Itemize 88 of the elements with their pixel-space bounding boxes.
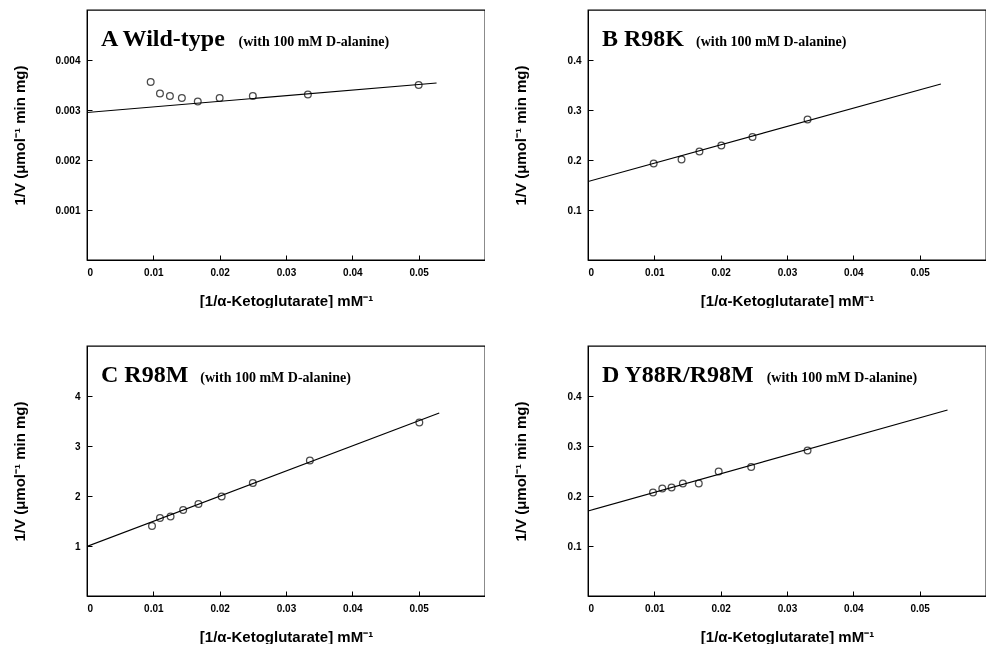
point bbox=[748, 133, 757, 141]
y-tick-label: 0.2 bbox=[567, 490, 582, 502]
point bbox=[677, 155, 686, 164]
y-tick-label: 2 bbox=[74, 490, 81, 502]
y-tick-label: 1 bbox=[74, 540, 81, 552]
text: (with 100 mM D-alanine) bbox=[696, 34, 847, 50]
point bbox=[678, 479, 687, 488]
x-tick-label: 0 bbox=[87, 266, 94, 278]
x-tick-label: 0.01 bbox=[144, 602, 164, 614]
text: (with 100 mM D-alanine) bbox=[200, 370, 352, 386]
y-tick-label: 0.4 bbox=[567, 54, 582, 66]
x-tick-label: 0 bbox=[588, 602, 595, 614]
point bbox=[717, 141, 726, 150]
x-tick-label: 0.05 bbox=[409, 602, 430, 614]
y-tick-label: 0.002 bbox=[55, 154, 81, 166]
text: (with 100 mM D-alanine) bbox=[238, 34, 390, 50]
point bbox=[166, 512, 175, 521]
point bbox=[649, 488, 658, 497]
point bbox=[303, 90, 312, 99]
point bbox=[177, 94, 186, 102]
point bbox=[155, 514, 164, 522]
text: D Y88R/R98M bbox=[602, 361, 754, 387]
y-axis-title: 1/V (μmol⁻¹ min mg) bbox=[511, 401, 529, 542]
point bbox=[146, 78, 155, 86]
y-tick-label: 0.1 bbox=[567, 540, 582, 552]
y-tick-label: 3 bbox=[74, 440, 81, 452]
x-tick-label: 0.01 bbox=[645, 266, 665, 278]
x-axis-title: [1/α-Ketoglutarate] mM⁻¹ bbox=[199, 627, 374, 645]
x-tick-label: 0.01 bbox=[144, 266, 164, 278]
x-axis-title: [1/α-Ketoglutarate] mM⁻¹ bbox=[700, 627, 875, 645]
y-tick-label: 4 bbox=[74, 390, 81, 402]
x-tick-label: 0.01 bbox=[645, 602, 665, 614]
x-tick-label: 0.02 bbox=[711, 266, 732, 278]
x-axis-title: [1/α-Ketoglutarate] mM⁻¹ bbox=[700, 291, 875, 309]
x-tick-label: 0.02 bbox=[210, 266, 231, 278]
point bbox=[667, 483, 676, 492]
x-tick-label: 0.03 bbox=[777, 602, 798, 614]
x-tick-label: 0.02 bbox=[711, 602, 732, 614]
x-tick-label: 0.03 bbox=[276, 266, 297, 278]
point bbox=[414, 81, 423, 89]
point bbox=[217, 492, 226, 501]
x-tick-label: 0.03 bbox=[777, 266, 798, 278]
point bbox=[165, 92, 174, 100]
y-tick-label: 0.004 bbox=[55, 54, 81, 66]
y-axis-title: 1/V (μmol⁻¹ min mg) bbox=[511, 65, 529, 206]
x-tick-label: 0.05 bbox=[409, 266, 430, 278]
point bbox=[658, 484, 667, 493]
point bbox=[155, 89, 164, 98]
y-tick-label: 0.2 bbox=[567, 154, 582, 166]
y-tick-label: 0.4 bbox=[567, 390, 582, 402]
point bbox=[415, 418, 424, 427]
text: (with 100 mM D-alanine) bbox=[766, 370, 918, 386]
text: A Wild-type bbox=[101, 25, 226, 51]
y-tick-label: 0.3 bbox=[567, 104, 582, 116]
point bbox=[803, 115, 812, 124]
x-tick-label: 0.04 bbox=[343, 266, 363, 278]
y-tick-label: 0.001 bbox=[55, 204, 81, 216]
x-tick-label: 0.04 bbox=[343, 602, 363, 614]
point bbox=[747, 463, 756, 471]
point bbox=[695, 147, 704, 156]
x-tick-label: 0 bbox=[588, 266, 595, 278]
point bbox=[248, 92, 257, 100]
text: C R98M bbox=[101, 361, 189, 387]
point bbox=[305, 456, 314, 465]
point bbox=[215, 94, 224, 102]
text: B R98K bbox=[602, 25, 685, 51]
x-tick-label: 0.04 bbox=[844, 266, 864, 278]
x-tick-label: 0.03 bbox=[276, 602, 297, 614]
point bbox=[194, 500, 203, 508]
point bbox=[803, 446, 812, 455]
x-tick-label: 0.05 bbox=[910, 602, 931, 614]
point bbox=[193, 97, 202, 106]
point bbox=[694, 479, 703, 488]
x-tick-label: 0 bbox=[87, 602, 94, 614]
x-axis-title: [1/α-Ketoglutarate] mM⁻¹ bbox=[199, 291, 374, 309]
y-tick-label: 0.1 bbox=[567, 204, 582, 216]
point bbox=[714, 467, 723, 476]
point bbox=[649, 159, 658, 168]
y-axis-title: 1/V (μmol⁻¹ min mg) bbox=[10, 401, 28, 542]
point bbox=[248, 479, 257, 487]
y-tick-label: 0.3 bbox=[567, 440, 582, 452]
y-axis-title: 1/V (μmol⁻¹ min mg) bbox=[10, 65, 28, 206]
x-tick-label: 0.02 bbox=[210, 602, 231, 614]
point bbox=[148, 522, 157, 530]
y-tick-label: 0.003 bbox=[55, 104, 81, 116]
point bbox=[179, 506, 188, 514]
x-tick-label: 0.05 bbox=[910, 266, 931, 278]
x-tick-label: 0.04 bbox=[844, 602, 864, 614]
